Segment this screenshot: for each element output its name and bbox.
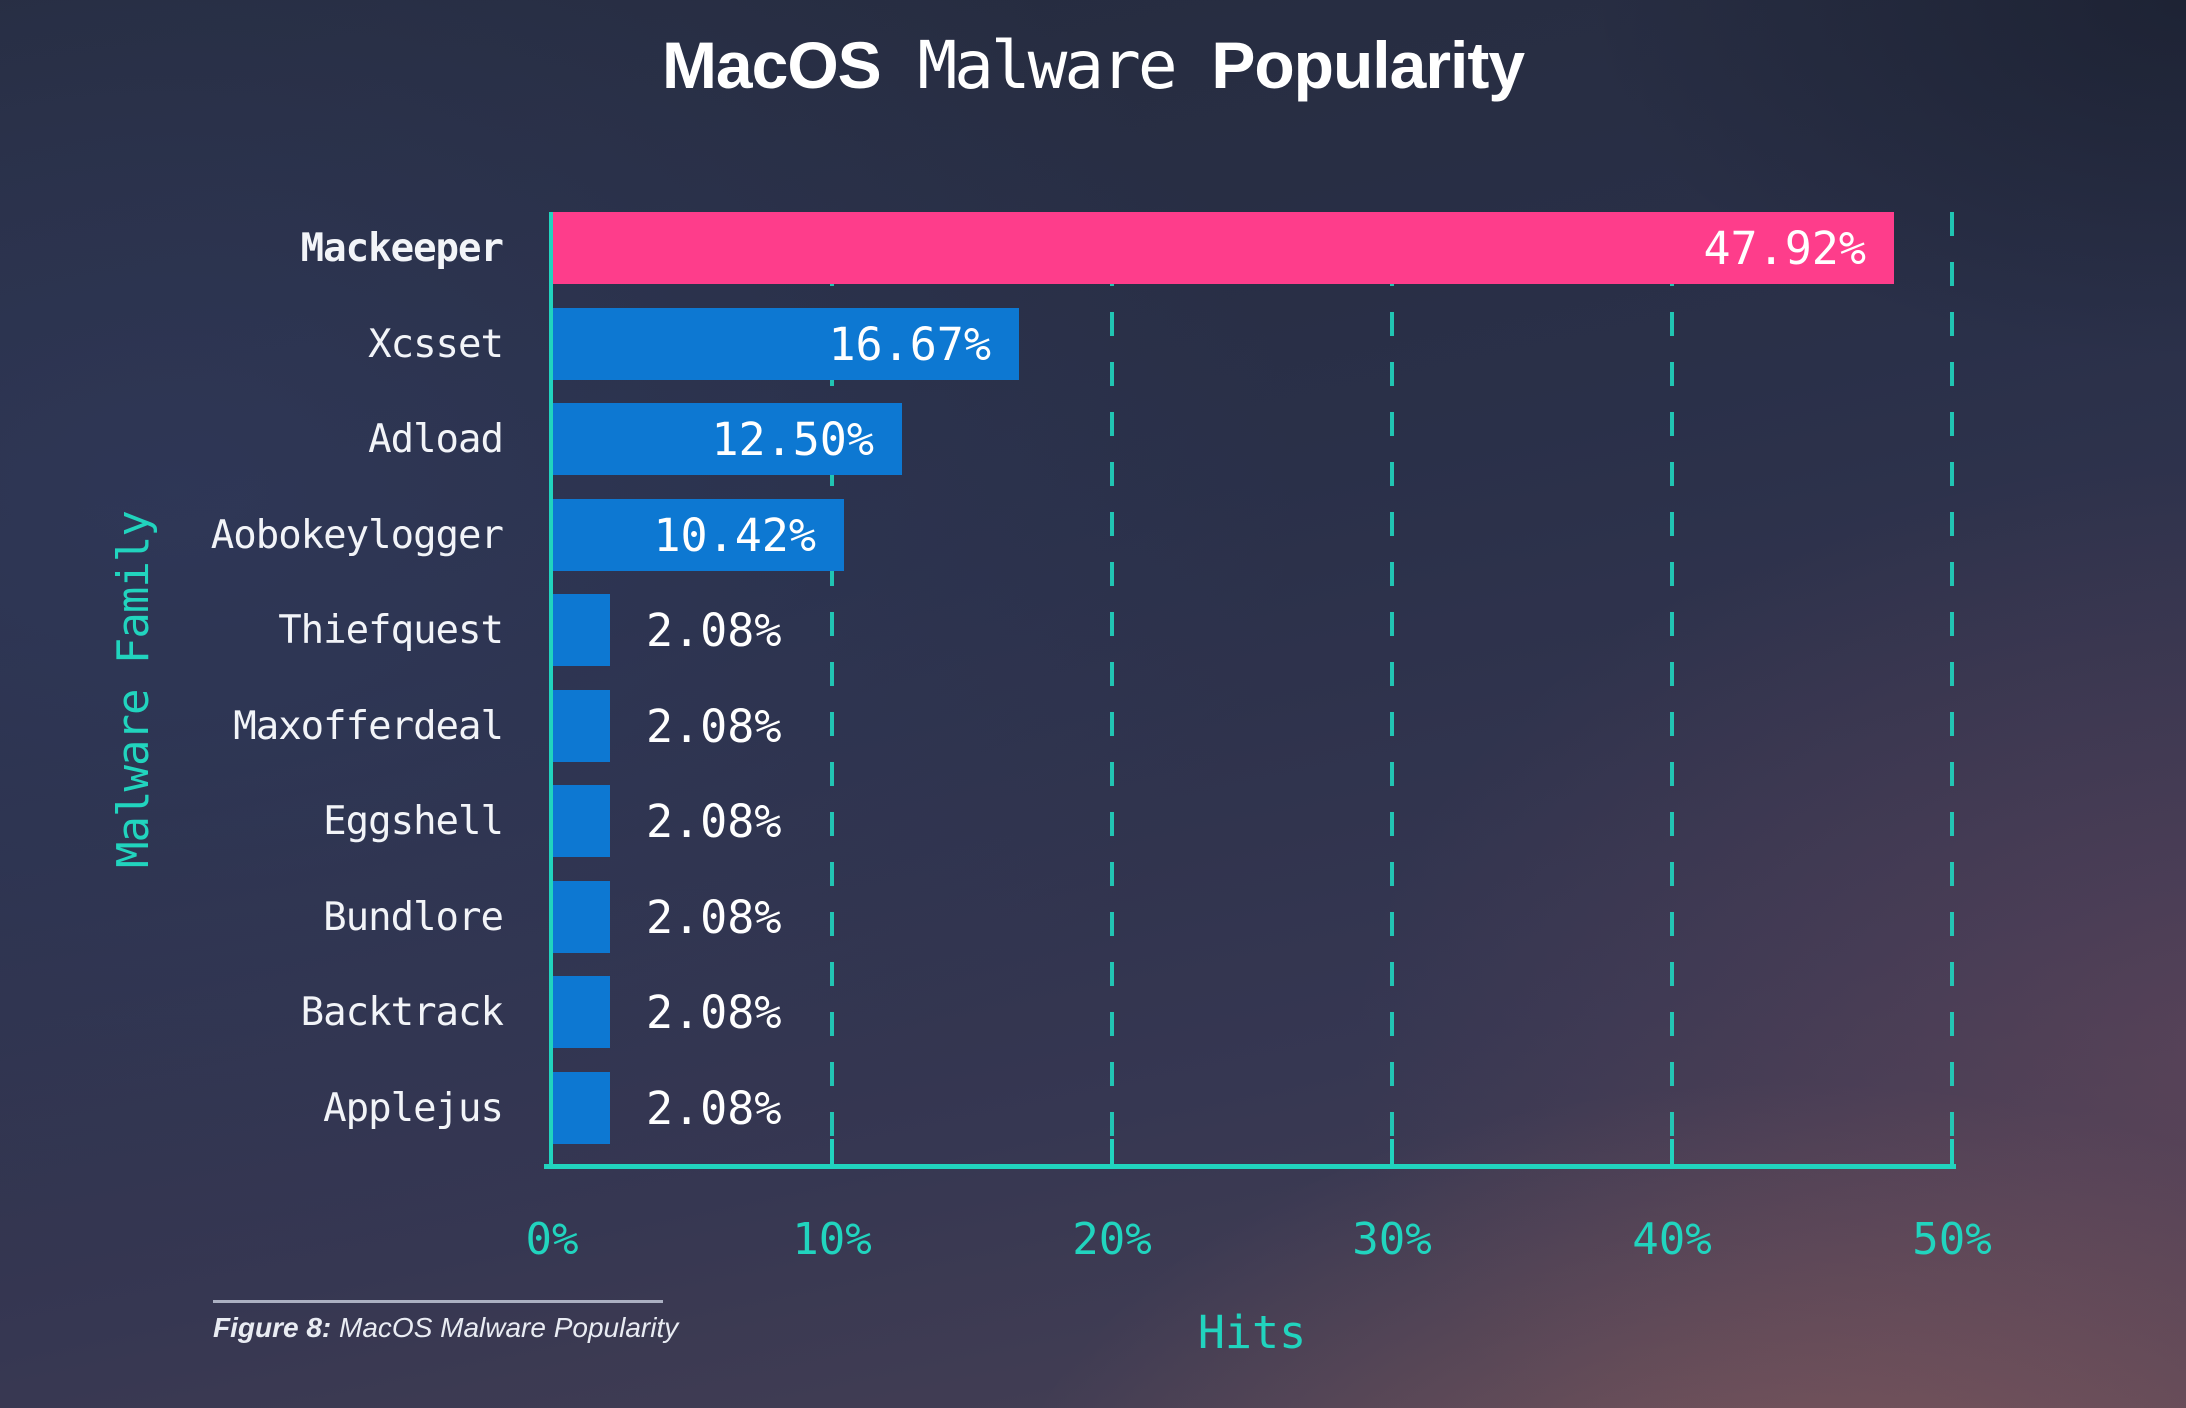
- category-label-eggshell: Eggshell: [323, 799, 504, 844]
- x-axis-tick-10pct: [830, 1139, 834, 1167]
- bar-value-label: 2.08%: [646, 604, 782, 657]
- chart-title: MacOS Malware Popularity: [0, 24, 2186, 108]
- gridline-30pct: [1390, 212, 1394, 1167]
- category-label-adload: Adload: [368, 417, 504, 462]
- x-tick-label-40pct: 40%: [1632, 1214, 1712, 1265]
- bar-xcsset: [552, 308, 1019, 380]
- bar-value-label: 12.50%: [711, 413, 874, 466]
- x-axis-tick-20pct: [1110, 1139, 1114, 1167]
- gridline-50pct: [1950, 212, 1954, 1167]
- bar-applejus: [552, 1072, 610, 1144]
- gridline-10pct: [830, 212, 834, 1167]
- category-label-thiefquest: Thiefquest: [278, 608, 504, 653]
- category-label-maxofferdeal: Maxofferdeal: [233, 704, 504, 749]
- category-label-aobokeylogger: Aobokeylogger: [210, 513, 504, 558]
- bar-eggshell: [552, 785, 610, 857]
- y-axis-line: [549, 212, 553, 1169]
- category-label-mackeeper: Mackeeper: [300, 226, 504, 271]
- x-tick-label-20pct: 20%: [1072, 1214, 1152, 1265]
- category-label-xcsset: Xcsset: [368, 322, 504, 367]
- bar-maxofferdeal: [552, 690, 610, 762]
- x-axis-tick-30pct: [1390, 1139, 1394, 1167]
- x-axis-line: [544, 1164, 1956, 1169]
- x-tick-label-30pct: 30%: [1352, 1214, 1432, 1265]
- figure-caption: Figure 8: MacOS Malware Popularity: [213, 1312, 913, 1344]
- x-axis-tick-50pct: [1950, 1139, 1954, 1167]
- x-tick-label-10pct: 10%: [792, 1214, 872, 1265]
- gridline-40pct: [1670, 212, 1674, 1167]
- caption-prefix: Figure 8:: [213, 1312, 332, 1343]
- bar-value-label: 47.92%: [1703, 222, 1866, 275]
- bar-aobokeylogger: [552, 499, 844, 571]
- chart-title-segment-popularity: Popularity: [1211, 28, 1525, 102]
- x-axis-tick-40pct: [1670, 1139, 1674, 1167]
- bar-mackeeper: [552, 212, 1894, 284]
- category-label-column: Mackeeper Xcsset Adload Aobokeylogger Thiefq…: [0, 212, 504, 1167]
- bar-value-label: 2.08%: [646, 1082, 782, 1135]
- caption-rule: [213, 1300, 663, 1303]
- bar-bundlore: [552, 881, 610, 953]
- bar-value-label: 2.08%: [646, 986, 782, 1039]
- plot-area: 47.92% 16.67% 12.50% 10.42% 2.08% 2.08% 2.08% 2…: [549, 212, 1954, 1169]
- bar-value-label: 10.42%: [653, 509, 816, 562]
- category-label-bundlore: Bundlore: [323, 895, 504, 940]
- bar-adload: [552, 403, 902, 475]
- chart-title-segment-malware: Malware: [917, 27, 1177, 104]
- x-axis-title: Hits: [1197, 1306, 1307, 1359]
- bar-value-label: 2.08%: [646, 700, 782, 753]
- caption-text: MacOS Malware Popularity: [339, 1312, 679, 1343]
- gridline-20pct: [1110, 212, 1114, 1167]
- bar-value-label: 16.67%: [828, 318, 991, 371]
- bar-thiefquest: [552, 594, 610, 666]
- bar-backtrack: [552, 976, 610, 1048]
- x-tick-label-0pct: 0%: [525, 1214, 579, 1265]
- chart-title-segment-macos: MacOS: [661, 28, 882, 102]
- category-label-applejus: Applejus: [323, 1086, 504, 1131]
- bar-value-label: 2.08%: [646, 891, 782, 944]
- x-tick-label-50pct: 50%: [1912, 1214, 1992, 1265]
- bar-value-label: 2.08%: [646, 795, 782, 848]
- category-label-backtrack: Backtrack: [300, 990, 504, 1035]
